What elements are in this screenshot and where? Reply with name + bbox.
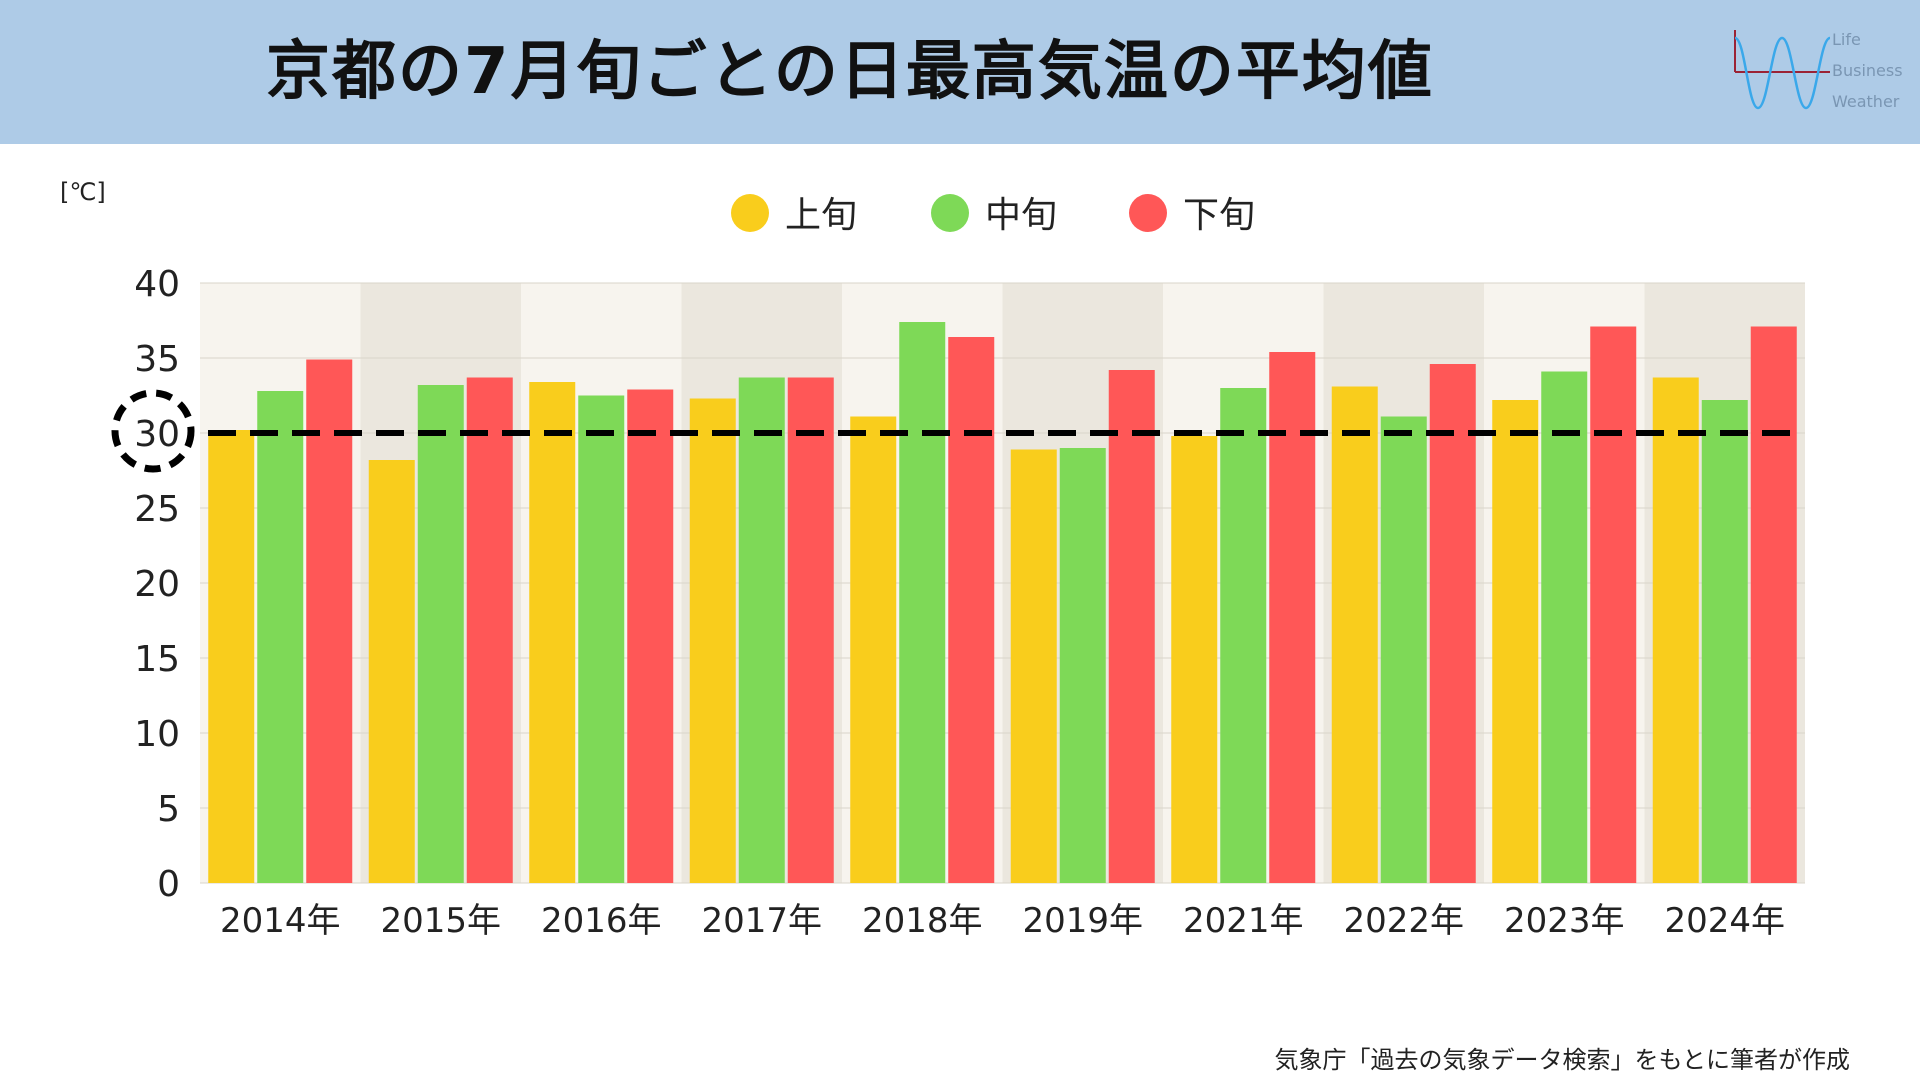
bar bbox=[1220, 388, 1267, 883]
y-tick-label: 5 bbox=[157, 789, 180, 830]
bar bbox=[1492, 400, 1539, 883]
highlight-circle-icon bbox=[111, 389, 195, 473]
x-tick-label: 2019年 bbox=[1022, 901, 1143, 941]
y-axis-unit-label: [℃] bbox=[60, 178, 106, 206]
legend-label: 上旬 bbox=[785, 195, 857, 236]
bar bbox=[257, 391, 304, 883]
x-tick-label: 2017年 bbox=[701, 901, 822, 941]
bar bbox=[1652, 377, 1699, 883]
y-tick-label: 20 bbox=[134, 564, 180, 605]
bar-chart: 0 5 10 15 20 25 30 35 40 2014年 2015年 2016年 2017年 2018… bbox=[111, 194, 1805, 941]
bar bbox=[466, 377, 513, 883]
bar bbox=[1541, 371, 1588, 883]
bar bbox=[738, 377, 785, 883]
logo-text-line-2: Business bbox=[1832, 61, 1903, 80]
source-note: 気象庁「過去の気象データ検索」をもとに筆者が作成 bbox=[1274, 1046, 1850, 1074]
bar bbox=[529, 382, 576, 883]
x-tick-label: 2022年 bbox=[1343, 901, 1464, 941]
x-tick-label: 2023年 bbox=[1504, 901, 1625, 941]
bar bbox=[689, 398, 736, 883]
y-tick-label: 15 bbox=[134, 639, 180, 680]
bar bbox=[368, 460, 415, 883]
bar bbox=[1380, 416, 1427, 883]
bar bbox=[1269, 352, 1316, 883]
x-tick-label: 2015年 bbox=[380, 901, 501, 941]
bar bbox=[1590, 326, 1637, 883]
bar bbox=[306, 359, 353, 883]
bar bbox=[1059, 448, 1106, 883]
bar bbox=[899, 322, 946, 883]
bar bbox=[578, 395, 625, 883]
page-title: 京都の7月旬ごとの日最高気温の平均値 bbox=[266, 35, 1434, 109]
bar bbox=[948, 337, 995, 883]
logo-text-line-3: Weather bbox=[1832, 92, 1900, 111]
bar bbox=[1331, 386, 1378, 883]
x-tick-label: 2021年 bbox=[1183, 901, 1304, 941]
y-tick-label: 0 bbox=[157, 864, 180, 905]
y-tick-label: 35 bbox=[134, 339, 180, 380]
bar bbox=[208, 430, 255, 883]
header-banner: 京都の7月旬ごとの日最高気温の平均値 Life Business Weather bbox=[0, 0, 1920, 144]
bar bbox=[850, 416, 897, 883]
bar bbox=[1750, 326, 1797, 883]
legend-marker bbox=[731, 194, 769, 232]
legend-marker bbox=[1129, 194, 1167, 232]
bar bbox=[1701, 400, 1748, 883]
x-tick-label: 2018年 bbox=[862, 901, 983, 941]
bar bbox=[1429, 364, 1476, 883]
legend-label: 中旬 bbox=[985, 195, 1057, 236]
logo-icon bbox=[1734, 30, 1831, 110]
bar bbox=[417, 385, 464, 883]
bar bbox=[1010, 449, 1057, 883]
bar bbox=[787, 377, 834, 883]
x-tick-label: 2024年 bbox=[1664, 901, 1785, 941]
y-tick-label: 30 bbox=[134, 414, 180, 455]
bar bbox=[627, 389, 674, 883]
x-tick-label: 2014年 bbox=[220, 901, 341, 941]
y-tick-label: 25 bbox=[134, 489, 180, 530]
bar bbox=[1108, 370, 1155, 883]
logo-text-line-1: Life bbox=[1832, 30, 1861, 49]
y-tick-label: 10 bbox=[134, 714, 180, 755]
legend-marker bbox=[931, 194, 969, 232]
x-tick-label: 2016年 bbox=[541, 901, 662, 941]
y-tick-label: 40 bbox=[134, 264, 180, 305]
bar bbox=[1171, 436, 1218, 883]
legend-label: 下旬 bbox=[1183, 195, 1255, 236]
